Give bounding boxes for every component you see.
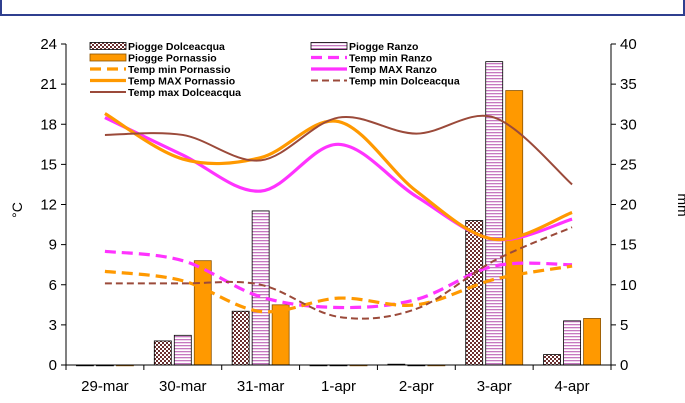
bar-piogge-pornassio-31-mar [271,304,290,366]
line-temp-min-dolceacqua [104,226,573,320]
lines-layer [104,112,573,320]
y-left-tick-label: 6 [49,277,57,294]
legend-item-temp-min-ranzo: Temp min Ranzo [311,53,432,65]
line-temp-max-pornassio [104,112,573,242]
x-tick-label: 2-apr [399,378,434,395]
axes-layer: 0 3 6 9 12 15 18 21 24 0 5 10 15 20 25 30 35 40 29-mar 30-m… [40,36,636,395]
legend-item-piogge-ranzo: Piogge Ranzo [310,41,418,53]
legend-label: Temp min Pornassio [128,64,231,76]
legend-item-temp-max-ranzo: Temp MAX Ranzo [311,64,437,76]
x-tick-label: 30-mar [159,378,207,395]
x-tick-label: 3-apr [477,378,512,395]
y-right-tick-label: 15 [620,237,637,254]
y-right-tick-label: 30 [620,116,637,133]
legend-swatch [310,42,348,50]
bar-piogge-ranzo-30-mar [173,334,192,366]
y-left-tick-label: 12 [40,197,57,214]
legend-item-piogge-dolceacqua: Piogge Dolceacqua [89,41,225,53]
legend-label: Temp min Ranzo [349,53,432,65]
x-tick-label: 4-apr [555,378,590,395]
legend-swatch [89,53,127,62]
bar-piogge-ranzo-3-apr [485,61,504,366]
legend-label: Piogge Ranzo [349,41,418,53]
bar-piogge-pornassio-30-mar [193,260,212,366]
legend-swatch [89,42,127,50]
y-left-axis-title: °C [9,202,25,218]
bar-piogge-ranzo-31-mar [251,210,270,366]
legend-label: Piogge Pornassio [128,53,217,65]
y-left-tick-label: 3 [49,317,57,334]
y-right-tick-label: 5 [620,317,628,334]
legend-label: Temp MAX Ranzo [349,64,437,76]
y-right-axis-title: mm [675,193,685,216]
x-tick-label: 31-mar [237,378,285,395]
legend-layer: Piogge Dolceacqua Piogge Ranzo Piogge Porn… [89,41,460,99]
y-right-tick-label: 35 [620,76,637,93]
bars-layer [76,61,601,367]
legend-item-temp-max-pornassio: Temp MAX Pornassio [90,76,235,88]
bar-piogge-ranzo-4-apr [563,320,581,366]
y-left-tick-label: 15 [40,156,57,173]
bar-piogge-dolceacqua-31-mar [231,310,250,366]
bar-piogge-dolceacqua-3-apr [465,220,484,366]
legend-label: Temp MAX Pornassio [128,76,235,88]
line-temp-min-ranzo [104,249,573,310]
line-temp-min-pornassio [104,264,573,314]
y-right-tick-label: 0 [620,357,628,374]
legend-item-piogge-pornassio: Piogge Pornassio [89,53,217,65]
y-left-tick-label: 0 [49,357,57,374]
y-right-tick-label: 20 [620,197,637,214]
bar-piogge-dolceacqua-30-mar [153,340,172,366]
y-right-tick-label: 25 [620,156,637,173]
x-tick-label: 1-apr [321,378,356,395]
legend-label: Temp max Dolceacqua [128,87,241,99]
top-frame [0,0,685,16]
y-right-tick-label: 10 [620,277,637,294]
legend-item-temp-max-dolceacqua: Temp max Dolceacqua [90,87,241,99]
y-left-tick-label: 24 [40,36,57,53]
legend-item-temp-min-pornassio: Temp min Pornassio [90,64,231,76]
legend-item-temp-min-dolceacqua: Temp min Dolceacqua [311,76,460,88]
bar-piogge-pornassio-4-apr [583,318,601,366]
line-temp-max-dolceacqua [104,114,573,186]
legend-label: Piogge Dolceacqua [128,41,225,53]
legend-label: Temp min Dolceacqua [349,76,460,88]
bar-piogge-pornassio-3-apr [505,90,524,366]
y-left-tick-label: 9 [49,237,57,254]
y-left-tick-label: 21 [40,76,57,93]
y-right-tick-label: 40 [620,36,637,53]
x-tick-label: 29-mar [81,378,129,395]
bar-piogge-dolceacqua-4-apr [543,354,561,366]
y-left-tick-label: 18 [40,116,57,133]
